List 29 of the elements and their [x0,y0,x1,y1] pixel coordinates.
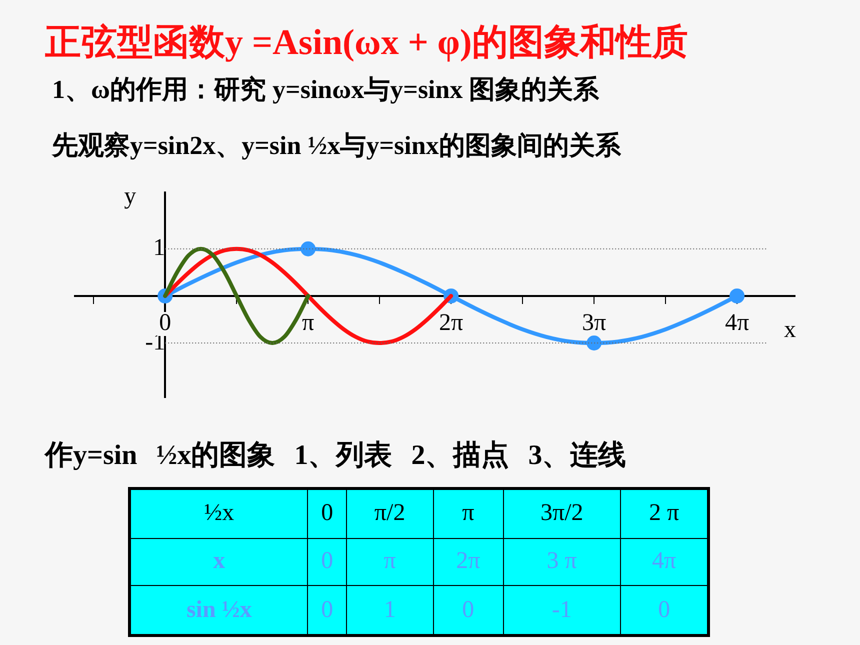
x-tick-label: 4π [724,310,750,336]
x-axis-title: x [784,317,796,344]
text: π [433,488,503,538]
text: sin ½x [130,586,308,636]
text: π [346,538,434,586]
x-tick-label: 0 [159,310,172,336]
text: 2π [433,538,503,586]
text: 作y=sin ½x的图象 1、列表 2、描点 3、连线 [45,439,626,473]
text: π/2 [346,488,434,538]
chart-subtitle: 1、ω的作用：研究 y=sinωx与y=sinx 图象的关系 [52,74,600,106]
text: 3 π [503,538,621,586]
text: ½x [130,488,308,538]
y-axis-title: y [124,184,136,210]
x-tick-label: 2π [439,310,464,336]
x-tick-label: π [302,310,314,336]
text: 0 [308,538,346,586]
text: 0 [308,586,346,636]
text: 0 [308,488,346,538]
x-tick-label: 3π [582,310,606,336]
text: 3π/2 [503,488,621,538]
text: x [130,538,308,586]
text: 0 [620,586,708,636]
text: 4π [620,538,708,586]
text: 1 [346,586,434,636]
text: 0 [433,586,503,636]
text: 先观察y=sin2x、y=sin ½x与y=sinx的图象间的关系 [52,130,621,162]
chart-title: 正弦型函数y =Asin(ωx + φ)的图象和性质 [45,21,688,64]
text: -1 [503,586,621,636]
text: 2 π [620,488,708,538]
